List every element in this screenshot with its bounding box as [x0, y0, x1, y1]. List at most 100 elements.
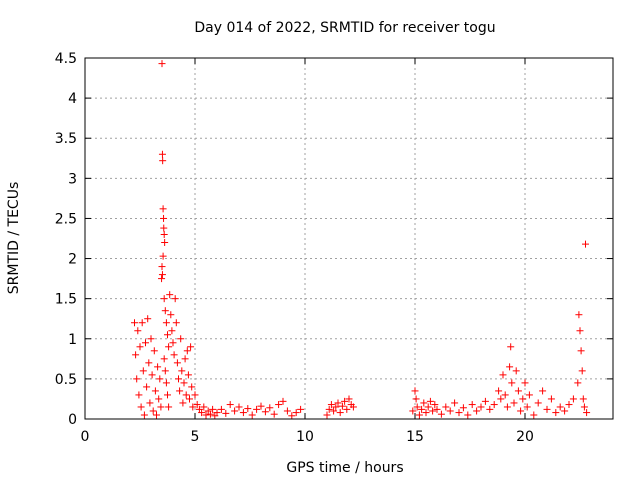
data-point: [433, 405, 441, 413]
data-point: [253, 405, 261, 413]
data-point: [561, 407, 569, 415]
y-tick-label: 1.5: [55, 292, 77, 308]
data-point: [534, 399, 542, 407]
data-point: [525, 391, 533, 399]
y-tick-label: 3: [68, 171, 77, 187]
data-point: [521, 379, 529, 387]
data-point: [409, 407, 417, 415]
data-point: [160, 224, 168, 232]
data-point: [147, 335, 155, 343]
y-tick-label: 3.5: [55, 131, 77, 147]
data-point: [334, 399, 342, 407]
data-point: [431, 401, 439, 409]
data-point: [151, 387, 159, 395]
data-point: [159, 252, 167, 260]
data-point: [154, 363, 162, 371]
data-point: [539, 387, 547, 395]
data-point: [222, 409, 230, 417]
data-point: [178, 367, 186, 375]
data-point: [575, 311, 583, 319]
data-point: [175, 375, 182, 383]
data-point: [148, 371, 156, 379]
data-point: [499, 371, 507, 379]
data-point: [530, 411, 538, 419]
data-point: [464, 411, 472, 419]
x-tick-label: 15: [406, 429, 424, 445]
data-point: [455, 409, 463, 417]
data-point: [343, 405, 351, 413]
data-point: [323, 411, 331, 419]
data-point: [158, 263, 166, 271]
data-point: [473, 407, 481, 415]
data-point: [177, 335, 185, 343]
data-point: [167, 311, 175, 319]
data-point: [341, 397, 349, 405]
data-point: [161, 239, 169, 247]
data-point: [165, 403, 173, 411]
data-point: [336, 409, 344, 417]
data-point: [160, 214, 168, 222]
data-point: [244, 405, 252, 413]
data-point: [202, 411, 210, 419]
data-point: [176, 387, 184, 395]
data-point: [422, 409, 430, 417]
data-point: [261, 408, 269, 416]
data-point: [164, 391, 171, 399]
data-point: [173, 359, 181, 367]
data-point: [543, 405, 551, 413]
data-point: [248, 411, 256, 419]
data-point: [412, 395, 420, 403]
data-point: [437, 410, 445, 418]
x-tick-label: 20: [516, 429, 534, 445]
data-point: [158, 271, 166, 279]
data-point: [191, 391, 199, 399]
data-point: [547, 395, 555, 403]
data-point: [156, 375, 164, 383]
y-axis-ticks: 0 0.5 1 1.5 2 2.5 3 3.5 4 4.5: [55, 51, 613, 428]
y-axis-label: SRMTID / TECUs: [6, 182, 22, 295]
data-point: [144, 315, 152, 323]
data-point: [213, 409, 221, 417]
data-point: [189, 403, 197, 411]
y-tick-label: 0: [68, 412, 77, 428]
data-point: [413, 403, 421, 411]
data-point: [283, 407, 291, 415]
data-point: [181, 355, 189, 363]
data-point: [506, 363, 514, 371]
data-point: [508, 379, 516, 387]
data-point: [579, 395, 587, 403]
data-point: [327, 401, 335, 409]
data-point: [288, 412, 296, 420]
data-point: [451, 399, 459, 407]
data-point: [170, 351, 178, 359]
y-tick-label: 1: [68, 332, 77, 348]
data-point: [180, 379, 188, 387]
data-point: [165, 343, 173, 351]
y-tick-label: 2.5: [55, 211, 77, 227]
data-point: [235, 403, 243, 411]
data-point: [136, 343, 144, 351]
data-point: [519, 395, 527, 403]
data-point: [159, 157, 167, 165]
data-point: [345, 395, 353, 403]
data-point: [138, 319, 146, 327]
data-point: [459, 404, 467, 412]
data-point: [582, 240, 589, 248]
data-point: [150, 347, 158, 355]
data-point: [415, 411, 423, 419]
data-point: [160, 355, 168, 363]
data-point: [161, 367, 169, 375]
data-point: [583, 409, 591, 417]
data-point: [279, 397, 287, 405]
data-point: [172, 319, 180, 327]
data-point: [338, 402, 346, 410]
data-point: [149, 407, 157, 415]
data-point: [497, 395, 505, 403]
data-point: [226, 401, 234, 409]
data-point: [514, 387, 522, 395]
data-point: [292, 409, 300, 417]
x-tick-label: 10: [296, 429, 314, 445]
data-point: [507, 343, 515, 351]
data-point: [495, 387, 503, 395]
